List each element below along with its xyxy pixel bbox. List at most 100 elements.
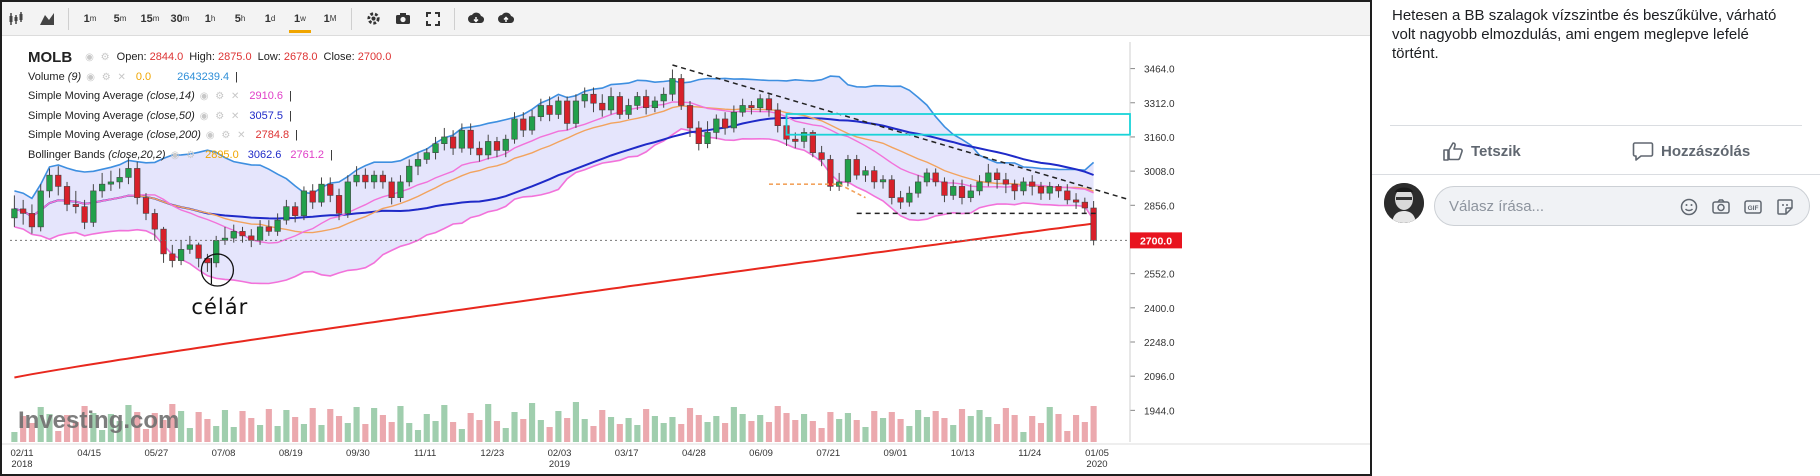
volume-bar [511,412,518,442]
comment-button[interactable]: Hozzászólás [1632,137,1750,165]
legend-controls-icon[interactable]: ◉ ⚙ ✕ [199,91,242,102]
volume-bar [1011,415,1018,442]
annotation-text: célár [191,295,248,319]
volume-bar [476,420,483,442]
interval-button-15m[interactable]: 15 m [135,2,165,36]
volume-bar [28,423,36,442]
like-button[interactable]: Tetszik [1442,137,1521,165]
candle-body [713,118,720,133]
sma50-label: Simple Moving Average [28,109,144,122]
volume-bar [1064,431,1071,442]
area-type-icon[interactable] [32,2,62,36]
avatar[interactable] [1384,183,1424,223]
volume-bar [915,410,922,442]
fullscreen-icon[interactable] [418,2,448,36]
comment-label: Hozzászólás [1661,142,1751,160]
candle-body [107,181,115,185]
legend-controls-icon[interactable]: ◉ ⚙ [85,52,112,63]
download-icon[interactable] [461,2,491,36]
camera-icon[interactable] [1711,197,1731,217]
last-price-tag-bg [1130,232,1182,249]
interval-button-30m[interactable]: 30 m [165,2,195,36]
candle-body [1090,207,1097,241]
gif-icon[interactable]: GIF [1743,197,1763,217]
volume-bar [809,421,816,442]
volume-bar [335,416,343,442]
candle-body [1002,179,1009,185]
candle-body [441,136,448,144]
price-tick-label: 3160.0 [1144,133,1175,144]
volume-bar [800,414,808,442]
volume-bar [458,429,465,442]
divider [1372,174,1820,175]
reply-input[interactable] [1449,187,1649,225]
volume-bar [221,410,229,442]
post-text: Hetesen a BB szalagok vízszintbe és besz… [1392,7,1777,62]
volume-bar [897,419,904,442]
candle-body [116,177,123,183]
chart-panel[interactable]: 1 m 5 m 15 m 30 m 1 h 5 h 1 d 1 w 1 M 3464.0 3312.0 3160.0 3… [0,0,1372,476]
candle-body [177,249,185,261]
candle-body [283,206,290,221]
watermark-logo: Investing.com [18,407,179,434]
candle-body [344,181,351,214]
interval-number: 5 [113,12,120,25]
volume-bar [1055,414,1062,442]
volume-bar [520,419,527,442]
volume-bar [564,418,571,442]
legend-controls-icon[interactable]: ◉ ⚙ ✕ [205,130,248,141]
candle-body [704,132,711,144]
reply-box[interactable]: GIF [1434,186,1810,226]
candle-body [327,183,334,196]
candle-body [669,78,676,95]
comment-panel: Hetesen a BB szalagok vízszintbe és besz… [1372,0,1820,476]
legend-controls-icon[interactable]: ◉ ⚙ [170,149,198,161]
volume-bar [713,416,720,442]
legend-controls-icon[interactable]: ◉ ⚙ ✕ [199,110,242,122]
emoji-icon[interactable] [1679,197,1699,217]
candle-body [520,118,527,131]
candlestick-type-icon[interactable] [2,2,32,36]
candle-body [678,78,685,106]
candle-body [195,244,202,259]
volume-bar [862,427,869,442]
candle-body [221,237,229,241]
volume-bar [46,414,53,442]
volume-bar [502,428,509,442]
candle-body [388,181,395,198]
gear-icon[interactable] [358,2,388,36]
volume-bar [441,405,448,442]
volume-bar [20,416,27,442]
candle-body [309,190,316,203]
open-label: Open: [116,51,147,63]
candle-body [169,253,176,261]
volume-bar [853,420,860,442]
volume-bar [1072,415,1080,442]
legend-controls-icon[interactable]: ◉ ⚙ ✕ [86,71,128,83]
volume-bar [748,421,755,442]
time-tick-label: 06/09 [749,448,773,459]
volume-label: Volume [28,70,65,83]
volume-bar [1046,407,1053,442]
volume-bar [686,408,694,442]
sma50-value: 3057.5 [249,109,284,122]
volume-bar [388,422,395,442]
camera-icon[interactable] [388,2,418,36]
upload-icon[interactable] [491,2,521,36]
volume-bar [274,426,281,442]
candle-body [160,228,167,255]
time-tick-label: 07/21 [816,448,840,459]
candle-body [792,138,799,142]
sticker-icon[interactable] [1775,197,1795,217]
candle-body [1029,181,1036,187]
candle-body [993,172,1001,180]
price-chart[interactable]: 3464.0 3312.0 3160.0 3008.0 2856.0 2552.0 2400… [2,37,1370,476]
candle-body [90,190,97,223]
